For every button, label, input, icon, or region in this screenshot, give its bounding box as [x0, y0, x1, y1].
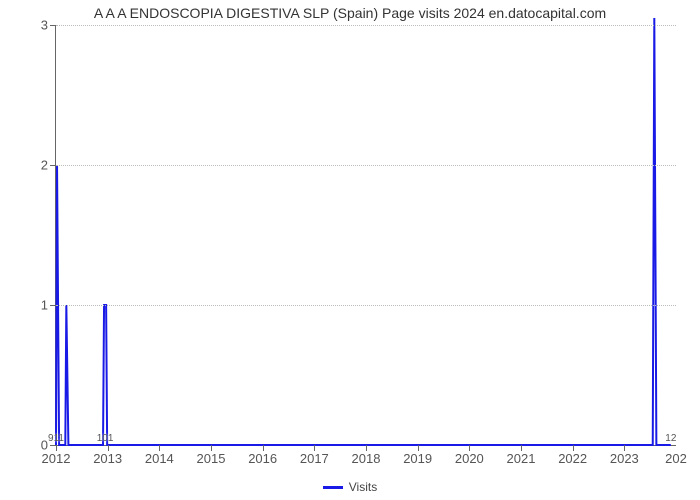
- y-tick-label: 2: [41, 158, 48, 173]
- x-tick-mark: [366, 445, 367, 451]
- y-tick-label: 3: [41, 18, 48, 33]
- x-tick-label: 202: [665, 451, 687, 466]
- line-series: [56, 25, 676, 445]
- x-tick-label: 2017: [300, 451, 329, 466]
- x-tick-mark: [314, 445, 315, 451]
- y-tick-mark: [50, 165, 56, 166]
- data-label: 12: [665, 433, 676, 444]
- x-tick-label: 2013: [93, 451, 122, 466]
- x-tick-mark: [418, 445, 419, 451]
- legend: Visits: [0, 480, 700, 494]
- x-tick-label: 2022: [558, 451, 587, 466]
- x-tick-label: 2021: [507, 451, 536, 466]
- x-tick-mark: [56, 445, 57, 451]
- data-label: 101: [97, 433, 114, 444]
- x-tick-label: 2015: [197, 451, 226, 466]
- x-tick-mark: [573, 445, 574, 451]
- y-tick-mark: [50, 305, 56, 306]
- legend-swatch: [323, 486, 343, 489]
- grid-line: [56, 305, 676, 306]
- x-tick-mark: [159, 445, 160, 451]
- x-tick-mark: [521, 445, 522, 451]
- x-tick-label: 2018: [352, 451, 381, 466]
- x-tick-label: 2020: [455, 451, 484, 466]
- visits-line: [56, 18, 671, 445]
- x-tick-label: 2016: [248, 451, 277, 466]
- plot-area: 0123201220132014201520162017201820192020…: [55, 25, 676, 446]
- legend-label: Visits: [349, 480, 377, 494]
- y-tick-mark: [50, 25, 56, 26]
- x-tick-mark: [108, 445, 109, 451]
- data-label: 911: [48, 433, 64, 444]
- x-tick-mark: [211, 445, 212, 451]
- y-tick-label: 1: [41, 298, 48, 313]
- x-tick-label: 2012: [42, 451, 71, 466]
- grid-line: [56, 25, 676, 26]
- x-tick-label: 2014: [145, 451, 174, 466]
- x-tick-mark: [624, 445, 625, 451]
- x-tick-mark: [263, 445, 264, 451]
- chart-title: A A A ENDOSCOPIA DIGESTIVA SLP (Spain) P…: [0, 5, 700, 21]
- x-tick-label: 2019: [403, 451, 432, 466]
- grid-line: [56, 165, 676, 166]
- x-tick-mark: [469, 445, 470, 451]
- x-tick-label: 2023: [610, 451, 639, 466]
